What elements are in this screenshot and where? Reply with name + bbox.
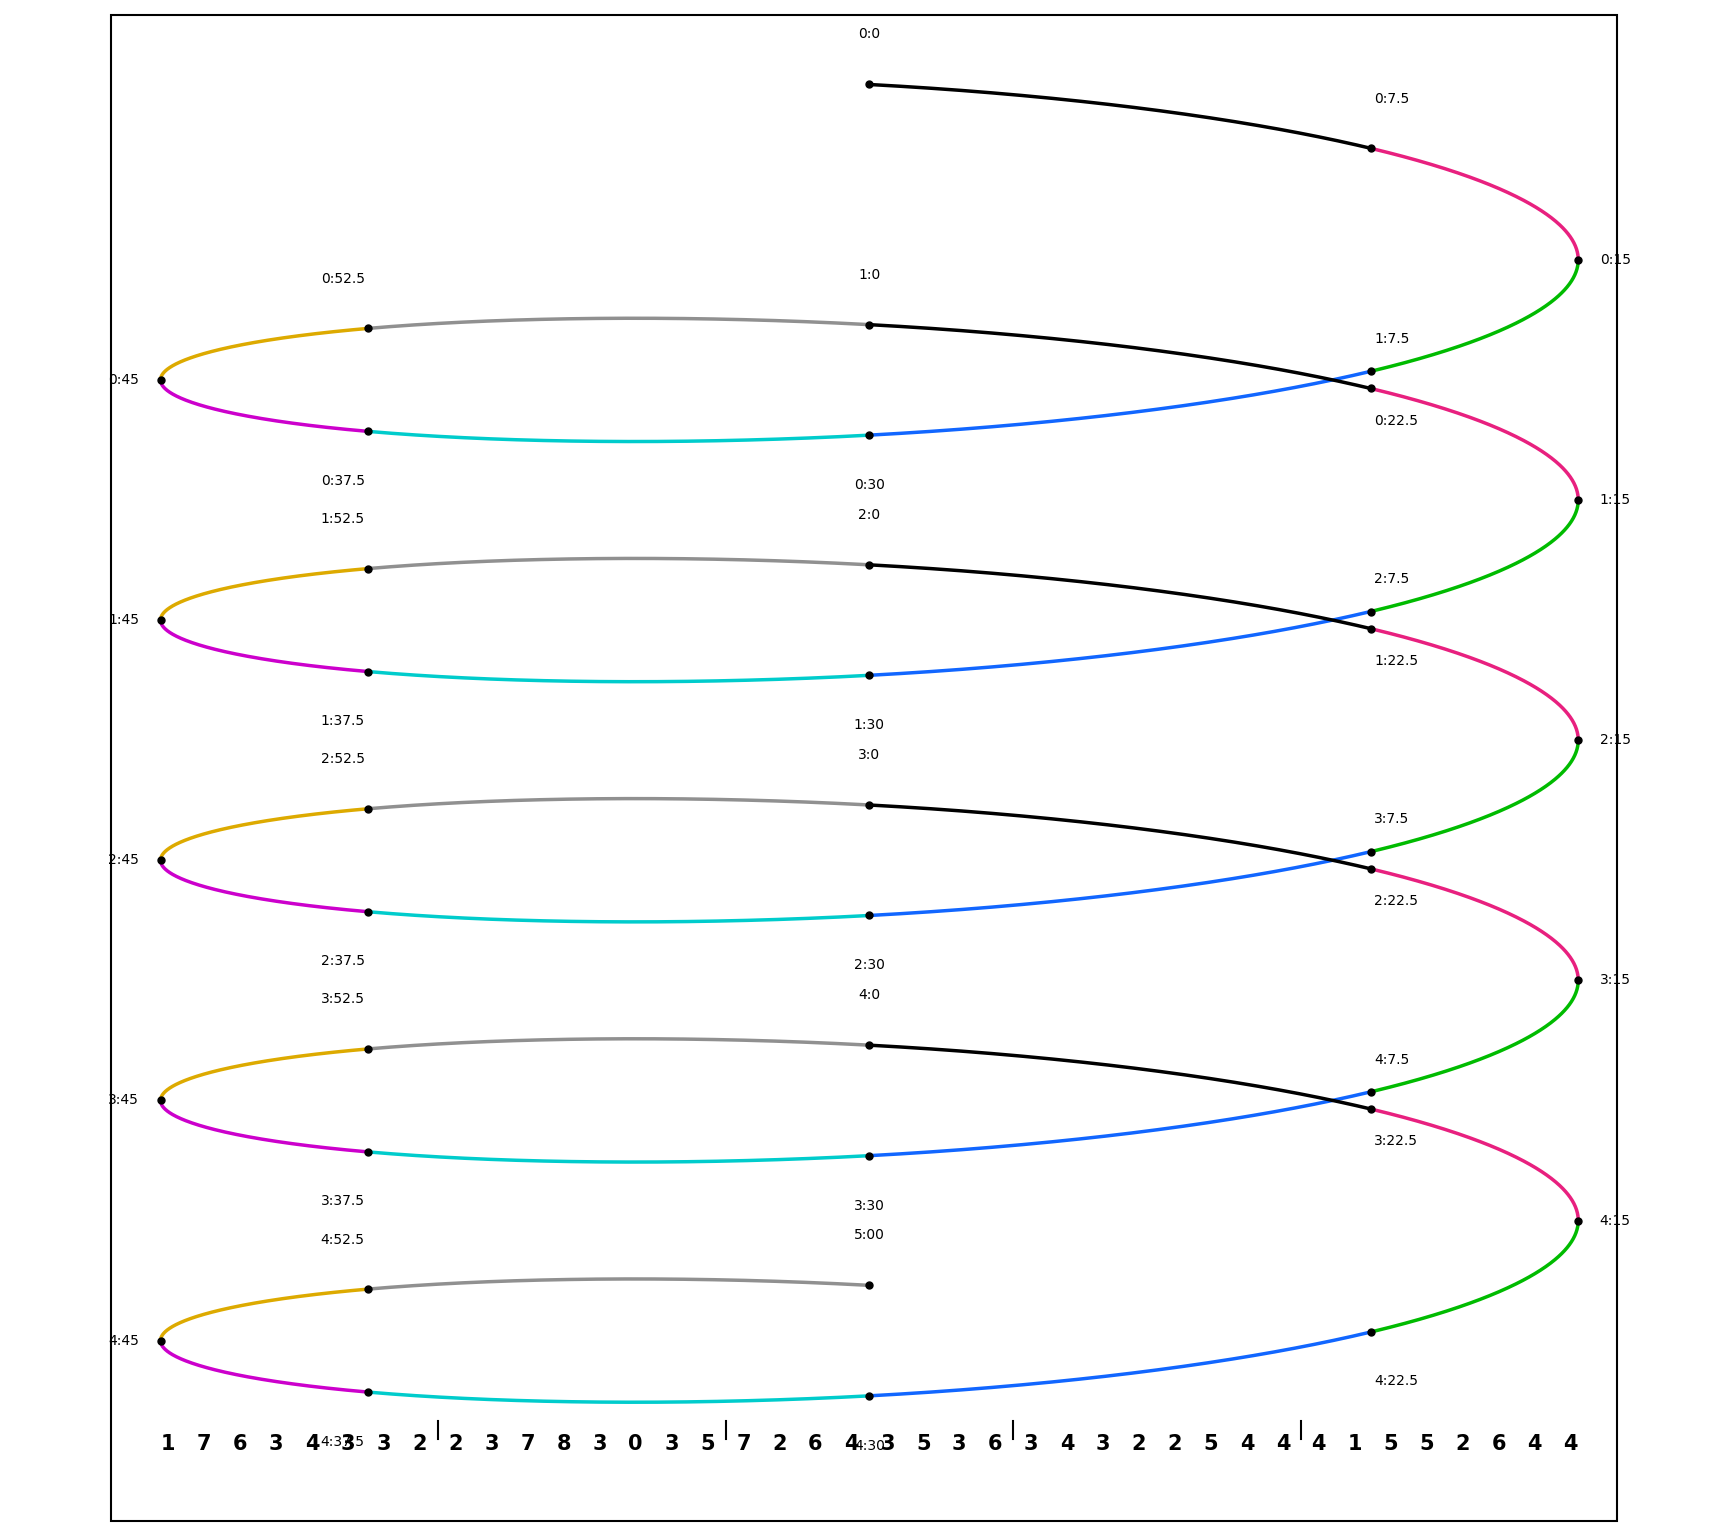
Text: 5: 5 [700,1433,715,1455]
Text: 4: 4 [845,1433,859,1455]
Text: 5: 5 [1204,1433,1218,1455]
Text: 4:45: 4:45 [109,1333,138,1347]
Text: 2: 2 [772,1433,786,1455]
Text: 8: 8 [556,1433,570,1455]
Text: 0:52.5: 0:52.5 [321,272,365,286]
Text: 4: 4 [304,1433,320,1455]
Text: 4:37.5: 4:37.5 [321,1435,365,1448]
Text: 2: 2 [1168,1433,1182,1455]
Text: 3: 3 [340,1433,356,1455]
Text: 1:15: 1:15 [1600,493,1631,507]
Text: 0:22.5: 0:22.5 [1374,413,1419,429]
Text: 3: 3 [593,1433,607,1455]
Text: 3:22.5: 3:22.5 [1374,1134,1419,1149]
Text: 4: 4 [1239,1433,1255,1455]
Text: 1:52.5: 1:52.5 [321,511,365,527]
Text: 2: 2 [1455,1433,1471,1455]
Text: 4:52.5: 4:52.5 [321,1233,365,1247]
Text: 6: 6 [233,1433,247,1455]
Text: 0:7.5: 0:7.5 [1374,92,1410,106]
Text: 7: 7 [520,1433,536,1455]
Text: 1:22.5: 1:22.5 [1374,654,1419,668]
Text: 6: 6 [988,1433,1002,1455]
Text: 3:52.5: 3:52.5 [321,992,365,1006]
Text: 5: 5 [1384,1433,1398,1455]
Text: 4:7.5: 4:7.5 [1374,1052,1410,1066]
Text: 0:45: 0:45 [109,373,138,387]
Text: 2: 2 [1132,1433,1146,1455]
Text: 7: 7 [736,1433,750,1455]
Text: 5: 5 [1419,1433,1434,1455]
Text: 3: 3 [1096,1433,1111,1455]
Text: 0:0: 0:0 [859,28,881,41]
Text: 2:30: 2:30 [854,958,885,972]
Text: 1:0: 1:0 [859,267,881,281]
Text: 4: 4 [1312,1433,1325,1455]
Text: 3: 3 [484,1433,499,1455]
Text: 2:37.5: 2:37.5 [321,954,365,968]
Text: 0:15: 0:15 [1600,253,1631,267]
Text: 2:52.5: 2:52.5 [321,753,365,766]
Text: 3: 3 [880,1433,895,1455]
Text: 1:45: 1:45 [109,613,138,627]
Text: 1:7.5: 1:7.5 [1374,332,1410,346]
Text: 3:30: 3:30 [854,1198,885,1212]
Text: 3:0: 3:0 [859,748,881,762]
Text: 6: 6 [1491,1433,1505,1455]
Text: 3:7.5: 3:7.5 [1374,813,1410,826]
Text: 2: 2 [449,1433,463,1455]
Text: 3: 3 [377,1433,391,1455]
Text: 1: 1 [1348,1433,1362,1455]
Text: 2:45: 2:45 [109,852,138,868]
Text: 2: 2 [413,1433,427,1455]
Text: 4:0: 4:0 [859,988,881,1001]
Text: 4: 4 [1059,1433,1075,1455]
Text: 4:22.5: 4:22.5 [1374,1375,1419,1389]
Text: 3:45: 3:45 [109,1094,138,1107]
Text: 5:00: 5:00 [854,1229,885,1243]
Text: 6: 6 [809,1433,823,1455]
Text: 2:15: 2:15 [1600,733,1631,746]
Text: 3: 3 [1025,1433,1039,1455]
Text: 2:7.5: 2:7.5 [1374,573,1410,587]
Text: 0:30: 0:30 [854,478,885,492]
Text: 2:0: 2:0 [859,508,881,522]
Text: 3:15: 3:15 [1600,974,1631,988]
Text: 1:37.5: 1:37.5 [321,714,365,728]
Text: 0: 0 [629,1433,643,1455]
Text: 3: 3 [270,1433,283,1455]
Text: 3: 3 [664,1433,679,1455]
Text: 4:15: 4:15 [1600,1213,1631,1227]
Text: 3: 3 [952,1433,966,1455]
Text: 3:37.5: 3:37.5 [321,1195,365,1209]
Text: 4: 4 [1275,1433,1291,1455]
Text: 7: 7 [197,1433,211,1455]
Text: 1: 1 [161,1433,176,1455]
Text: 2:22.5: 2:22.5 [1374,894,1419,908]
Text: 1:30: 1:30 [854,719,885,733]
Text: 4: 4 [1564,1433,1578,1455]
Text: 4:30: 4:30 [854,1439,885,1453]
Text: 5: 5 [916,1433,931,1455]
Text: 4: 4 [1528,1433,1541,1455]
Text: 0:37.5: 0:37.5 [321,473,365,488]
